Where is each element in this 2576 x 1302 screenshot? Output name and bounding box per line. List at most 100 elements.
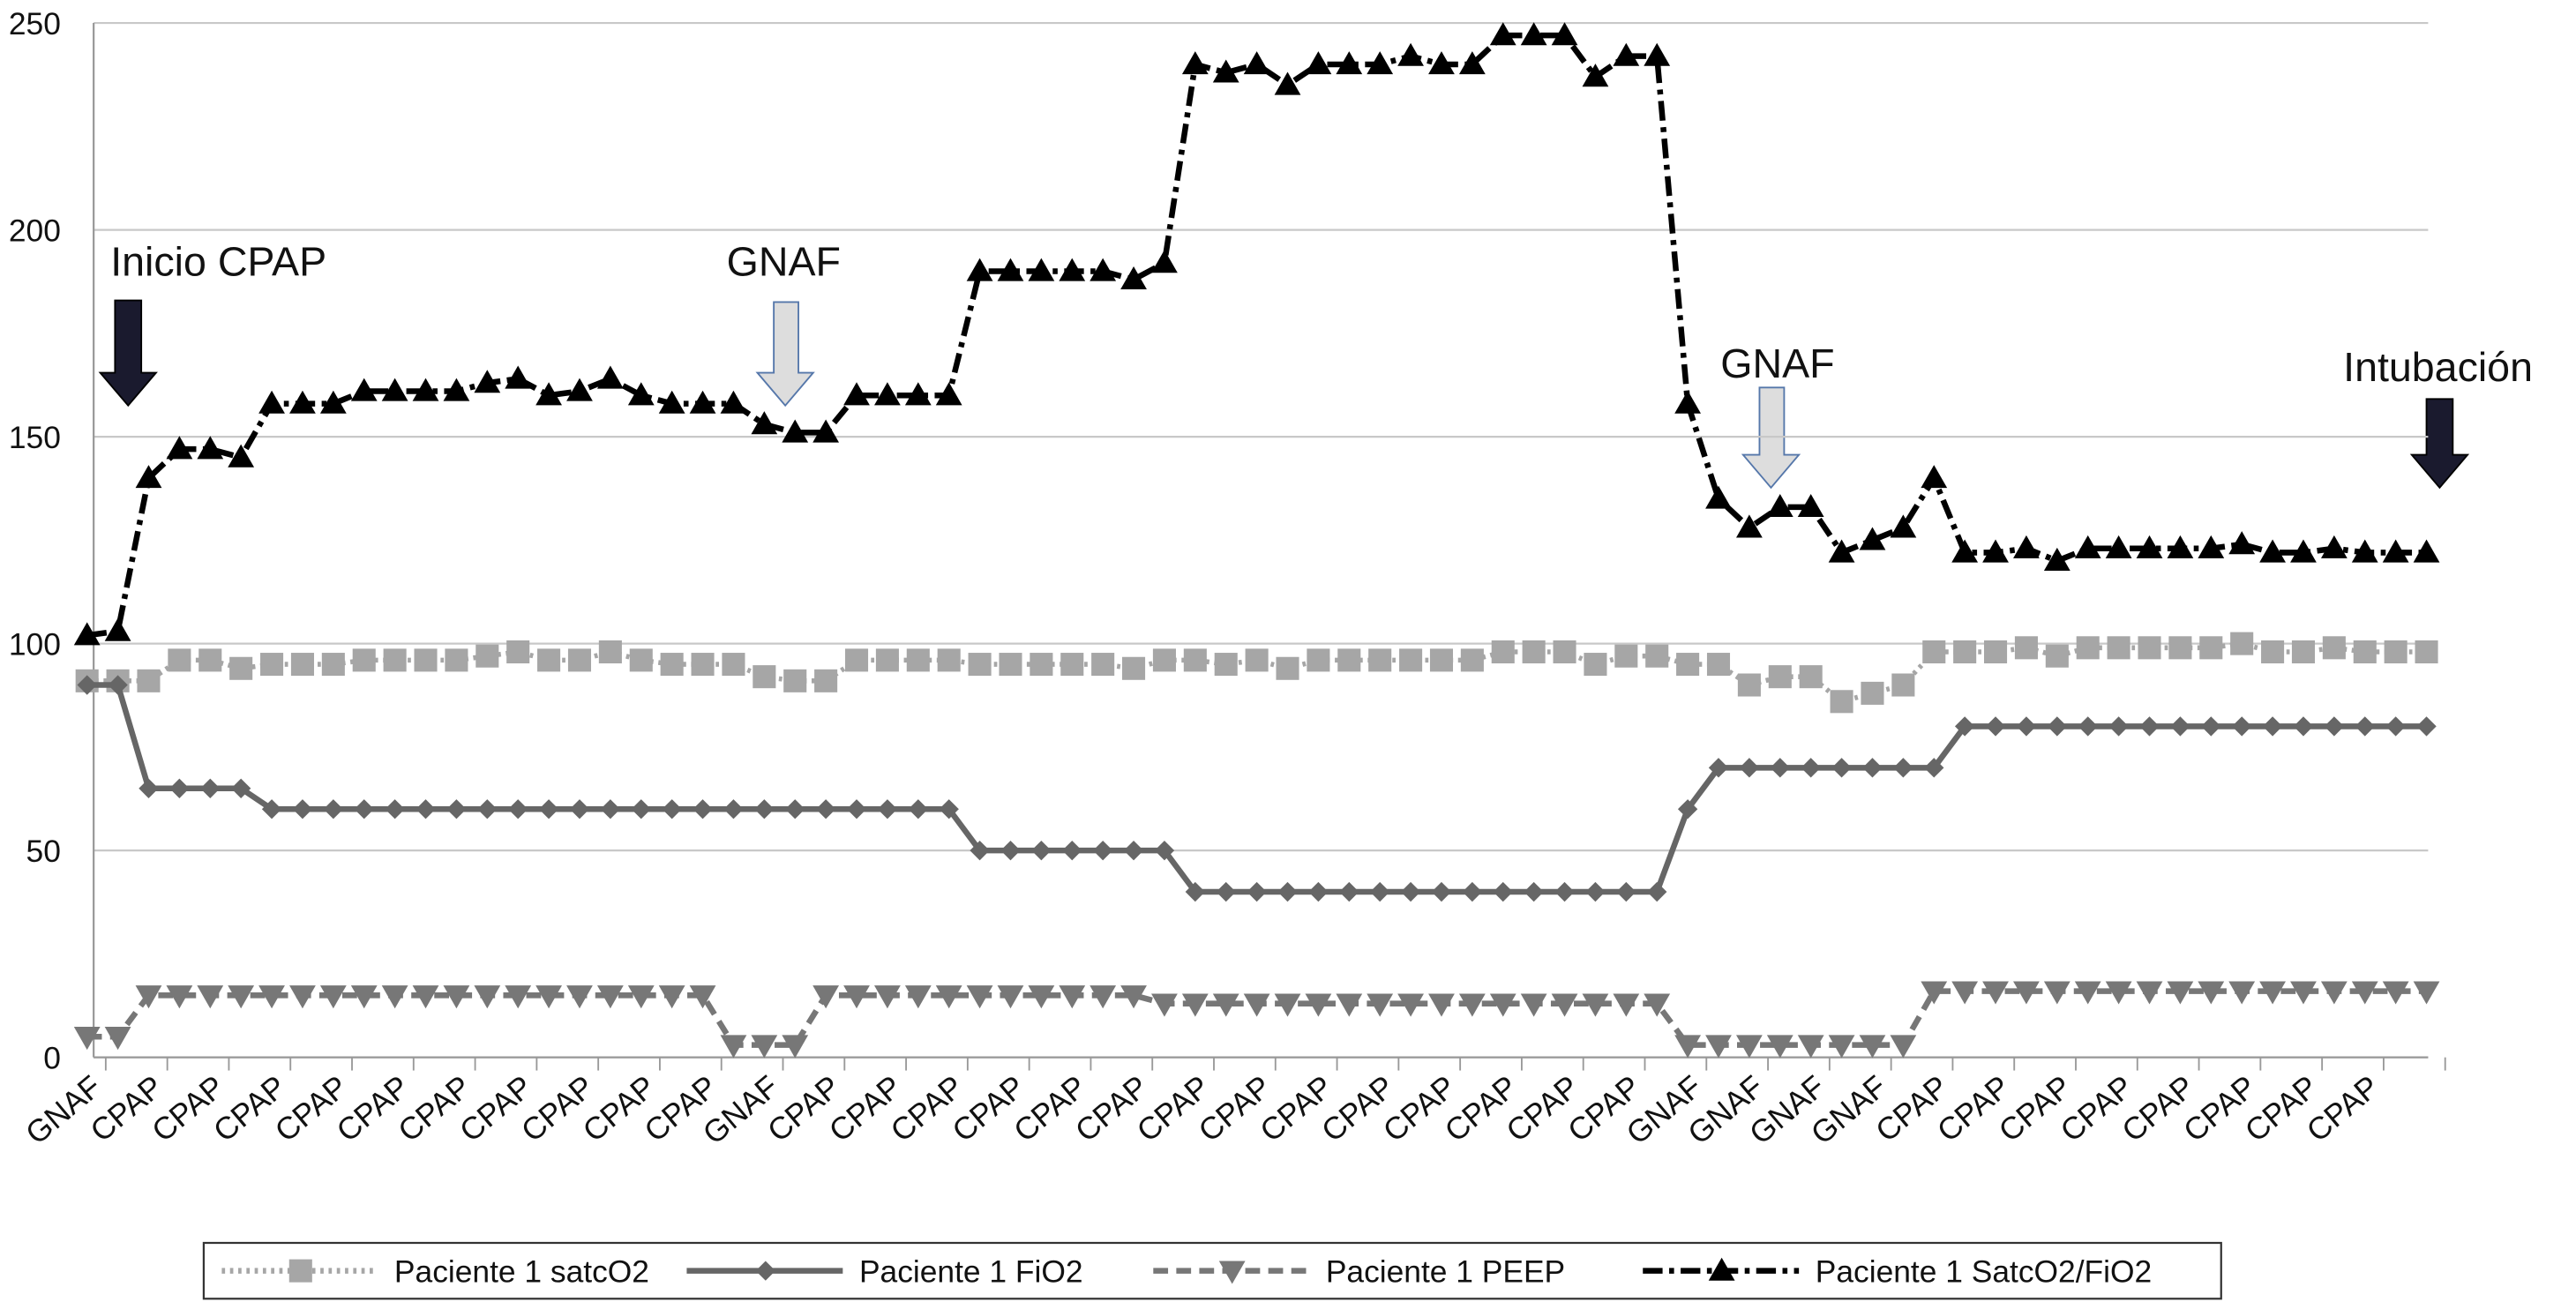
series xyxy=(73,981,2440,1059)
marker xyxy=(200,778,221,798)
arrows xyxy=(98,299,2470,490)
marker xyxy=(844,648,869,672)
marker xyxy=(1152,648,1176,672)
marker xyxy=(812,985,840,1009)
marker xyxy=(997,258,1024,281)
marker xyxy=(1308,881,1329,902)
marker xyxy=(600,799,621,819)
marker xyxy=(2261,640,2285,664)
marker xyxy=(1400,881,1421,902)
marker xyxy=(1520,22,1547,46)
marker xyxy=(1708,758,1729,778)
marker xyxy=(1797,493,1824,518)
marker xyxy=(2043,547,2071,571)
marker xyxy=(689,390,716,414)
marker xyxy=(2385,716,2406,737)
marker xyxy=(1059,985,1086,1009)
marker xyxy=(381,378,408,401)
marker xyxy=(321,653,345,677)
marker xyxy=(843,985,870,1009)
marker xyxy=(535,382,562,406)
marker xyxy=(2259,539,2286,563)
marker xyxy=(1582,993,1609,1017)
marker xyxy=(1059,258,1086,281)
marker xyxy=(751,1035,778,1059)
marker xyxy=(627,382,655,406)
marker xyxy=(135,465,162,489)
marker xyxy=(2415,640,2438,664)
marker xyxy=(1305,993,1332,1017)
marker xyxy=(720,390,747,414)
marker xyxy=(137,669,161,692)
marker xyxy=(535,985,562,1009)
marker xyxy=(1862,758,1883,778)
marker xyxy=(1645,644,1669,668)
marker xyxy=(1861,681,1884,705)
marker xyxy=(1613,993,1640,1017)
marker xyxy=(906,648,930,672)
marker xyxy=(1462,881,1483,902)
marker xyxy=(2232,716,2252,737)
marker xyxy=(1491,640,1515,664)
marker xyxy=(538,799,559,819)
marker xyxy=(350,985,378,1009)
marker xyxy=(785,799,805,819)
marker xyxy=(2198,981,2225,1005)
marker xyxy=(1120,985,1147,1009)
marker xyxy=(1739,758,1760,778)
marker xyxy=(596,365,624,389)
marker xyxy=(2355,716,2375,737)
marker xyxy=(874,985,901,1009)
marker xyxy=(2416,716,2437,737)
marker xyxy=(319,985,347,1009)
marker xyxy=(1218,1261,1246,1284)
marker xyxy=(814,669,838,692)
marker xyxy=(1524,881,1544,902)
marker xyxy=(2076,636,2100,660)
marker xyxy=(1830,690,1853,714)
marker xyxy=(1399,648,1423,672)
marker xyxy=(416,799,436,819)
annotation: GNAF xyxy=(727,239,841,285)
marker xyxy=(1859,1035,1886,1059)
marker xyxy=(689,985,716,1009)
marker xyxy=(629,648,653,672)
marker xyxy=(1428,51,1455,75)
marker xyxy=(1151,993,1178,1017)
marker xyxy=(631,799,651,819)
marker xyxy=(258,985,285,1009)
marker xyxy=(1582,64,1609,87)
marker xyxy=(197,985,224,1009)
arrow-gnaf-1 xyxy=(755,301,815,408)
marker xyxy=(723,799,744,819)
marker xyxy=(166,436,193,460)
marker xyxy=(598,640,622,664)
marker xyxy=(2013,535,2040,558)
marker xyxy=(1801,758,1821,778)
marker xyxy=(1243,51,1270,75)
marker xyxy=(2105,981,2132,1005)
marker xyxy=(1090,985,1117,1009)
marker xyxy=(508,799,528,819)
marker xyxy=(352,648,376,672)
marker xyxy=(1367,51,1394,75)
marker xyxy=(2199,636,2223,660)
marker xyxy=(2353,640,2377,664)
marker xyxy=(506,640,530,664)
y-tick-label: 150 xyxy=(9,421,61,455)
marker xyxy=(385,799,405,819)
marker xyxy=(474,985,501,1009)
marker xyxy=(1245,648,1269,672)
marker xyxy=(658,390,685,414)
marker xyxy=(755,1261,775,1281)
marker xyxy=(1644,993,1671,1017)
annotation: Intubación xyxy=(2343,344,2533,390)
marker xyxy=(877,799,898,819)
marker xyxy=(1307,648,1330,672)
marker xyxy=(261,799,282,819)
marker xyxy=(2384,640,2408,664)
marker xyxy=(1183,648,1207,672)
marker xyxy=(290,653,314,677)
arrow-inicio xyxy=(98,299,158,408)
marker xyxy=(104,1027,131,1051)
